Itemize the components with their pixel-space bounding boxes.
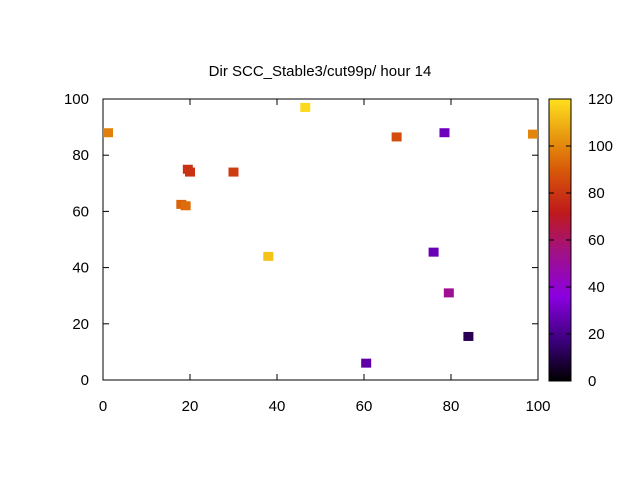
y-tick-label: 100	[64, 91, 89, 108]
colorbar-tick-label: 80	[588, 185, 605, 202]
data-cell	[361, 358, 372, 368]
y-tick-label: 60	[72, 203, 89, 220]
data-cell	[428, 247, 439, 257]
y-tick-label: 0	[81, 372, 89, 389]
data-cell	[300, 102, 311, 112]
plot-area: 0 20 40 60 80 100 0 20 40 60 80 100	[64, 91, 551, 415]
data-cell	[180, 201, 191, 211]
x-tick-label: 0	[99, 398, 107, 415]
data-cell	[228, 167, 239, 177]
x-tick-label: 20	[182, 398, 199, 415]
colorbar: 0 20 40 60 80 100 120	[548, 91, 613, 390]
data-cell	[463, 331, 474, 341]
colorbar-tick-label: 40	[588, 279, 605, 296]
x-tick-label: 100	[525, 398, 550, 415]
data-cell	[185, 167, 195, 177]
colorbar-tick-label: 120	[588, 91, 613, 108]
x-tick-label: 80	[443, 398, 460, 415]
x-tick-label: 40	[269, 398, 286, 415]
y-tick-label: 20	[72, 316, 89, 333]
colorbar-tick-label: 0	[588, 373, 596, 390]
data-cell	[391, 132, 402, 142]
data-cell	[263, 251, 274, 261]
colorbar-tick-label: 60	[588, 232, 605, 249]
y-tick-label: 80	[72, 147, 89, 164]
chart-title: Dir SCC_Stable3/cut99p/ hour 14	[209, 63, 432, 80]
colorbar-tick-label: 100	[588, 138, 613, 155]
data-cell	[528, 129, 538, 139]
colorbar-tick-label: 20	[588, 326, 605, 343]
data-cell	[439, 128, 450, 138]
plot-frame	[102, 98, 539, 381]
x-tick-label: 60	[356, 398, 373, 415]
data-cell	[103, 128, 113, 138]
y-tick-label: 40	[72, 260, 89, 277]
data-cell	[443, 288, 454, 298]
